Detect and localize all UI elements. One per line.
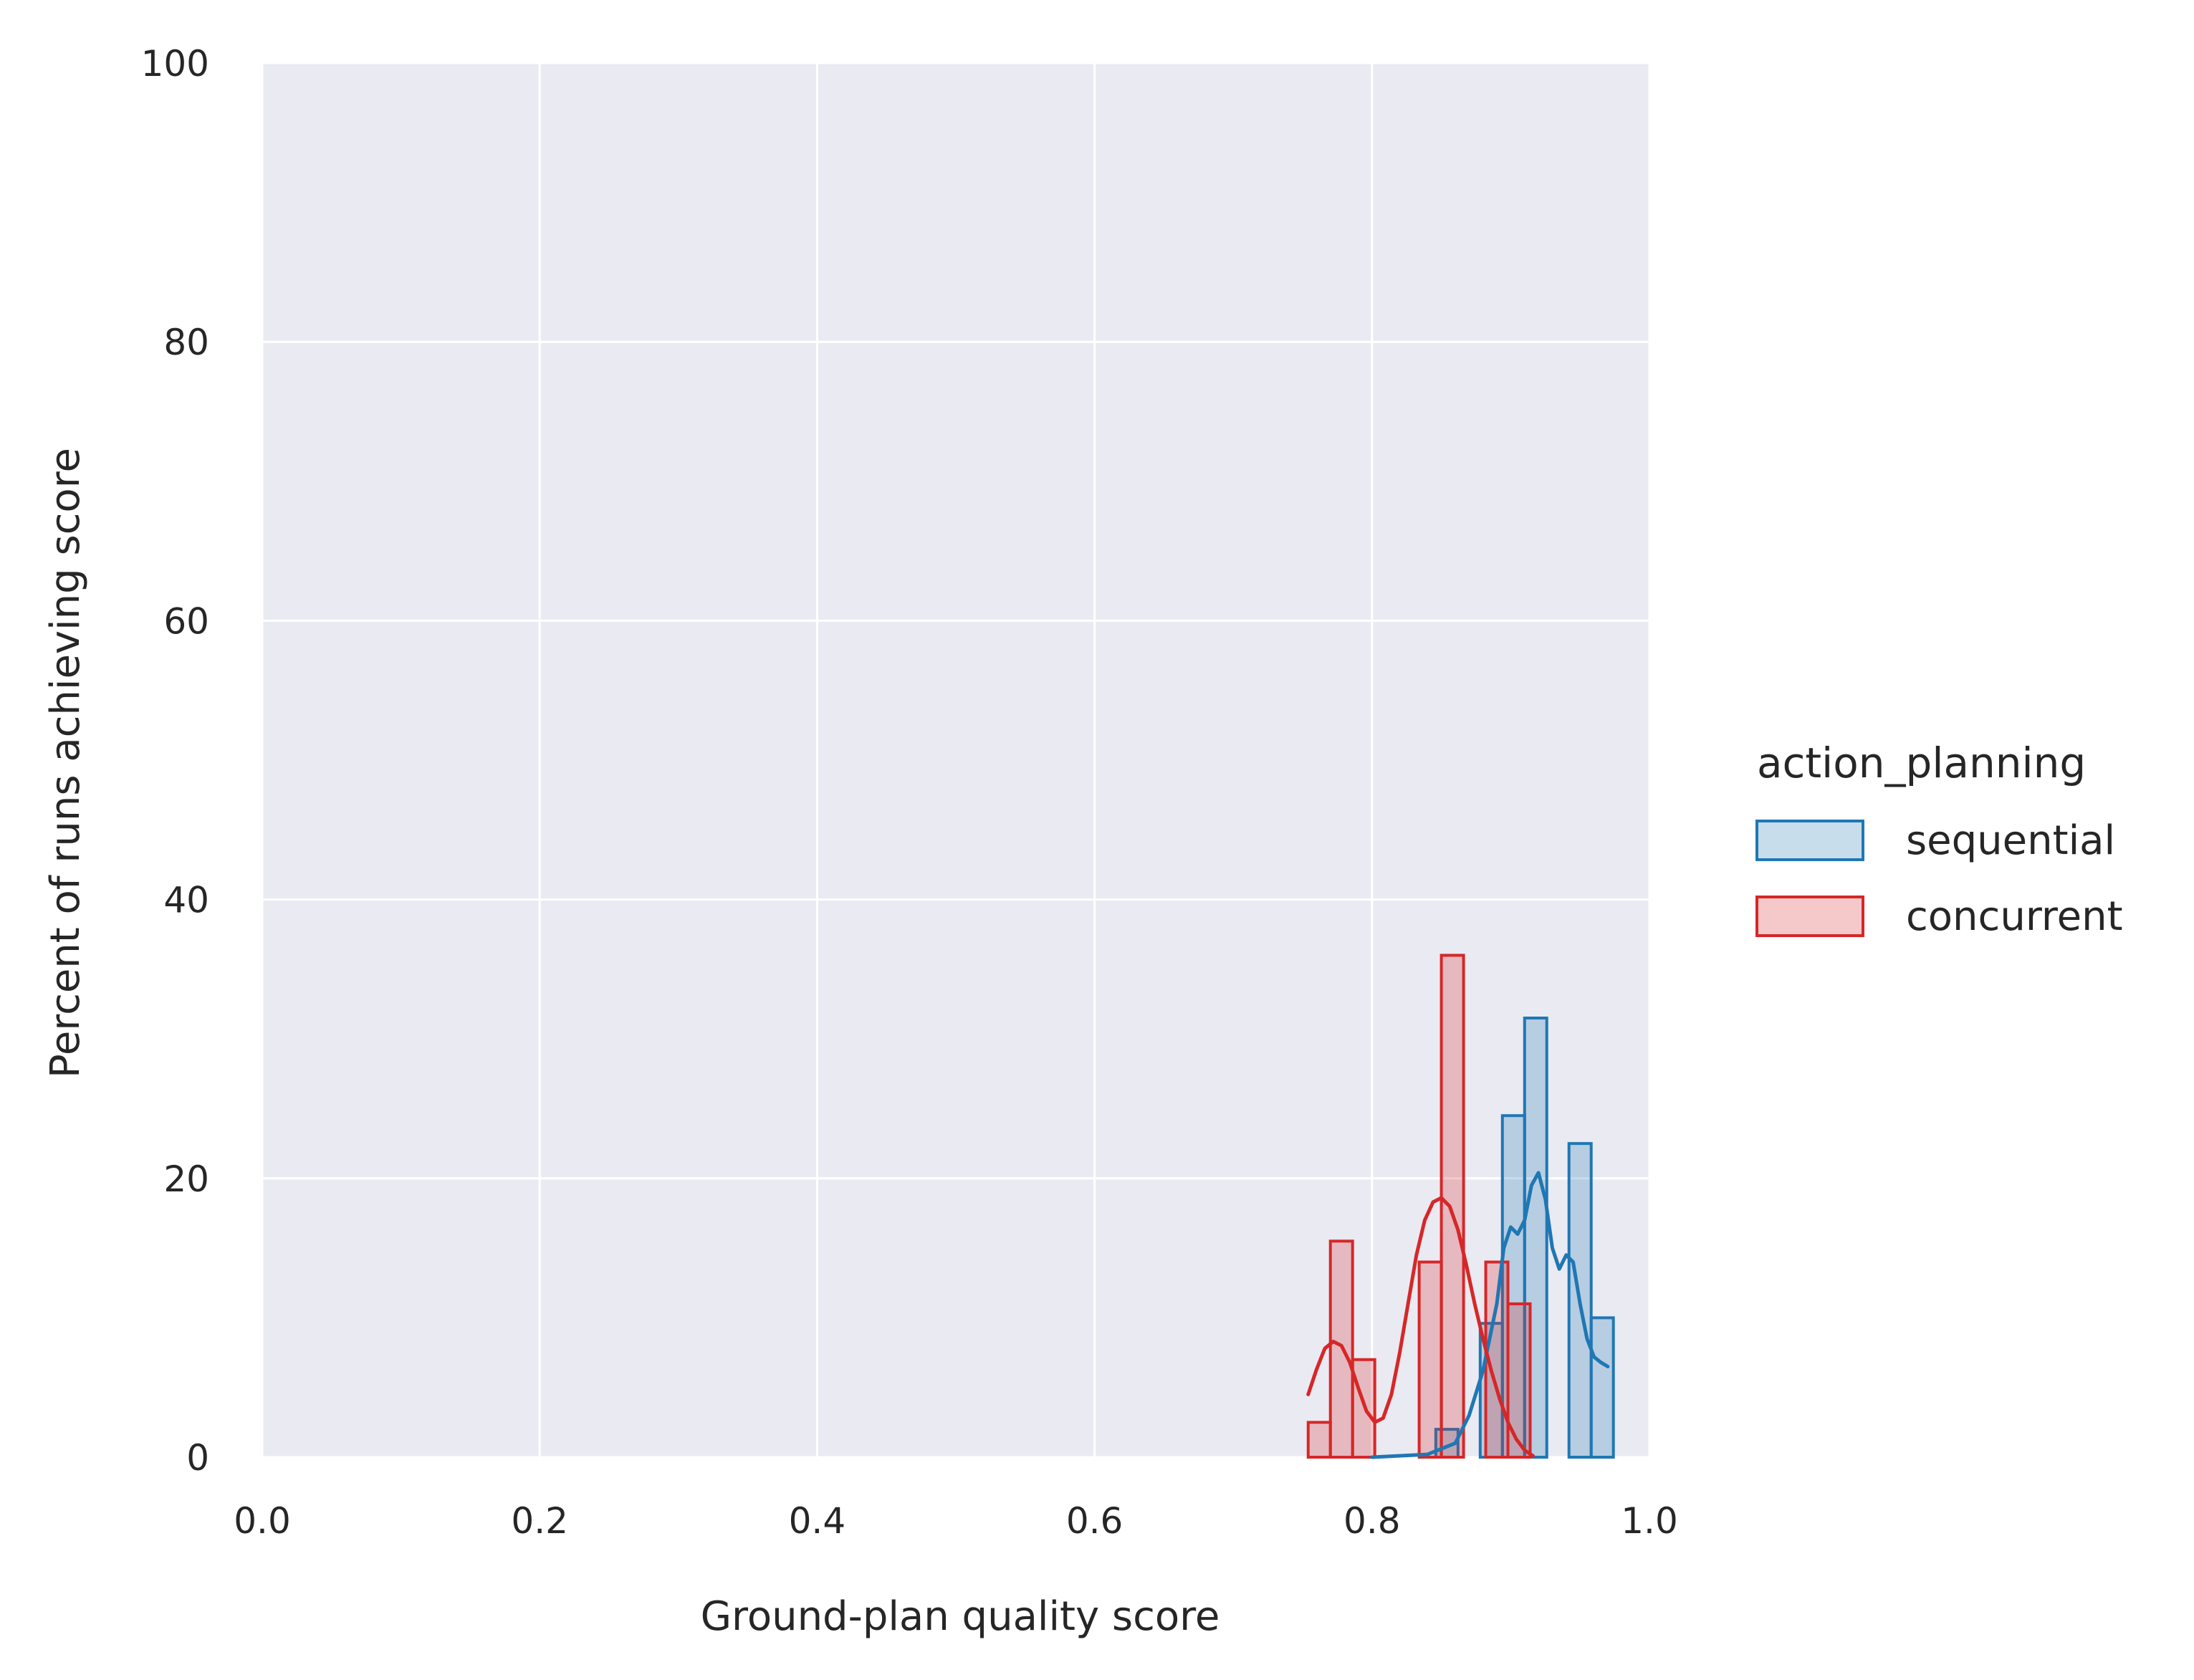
x-tick-label: 1.0 [1621, 1500, 1678, 1542]
x-tick-label: 0.6 [1066, 1500, 1124, 1542]
x-tick-label: 0.0 [234, 1500, 291, 1542]
axis-tick-labels: 0.0 0.2 0.4 0.6 0.8 1.0 0 20 40 60 80 100 [141, 43, 1678, 1542]
histogram-bar [1306, 1421, 1332, 1459]
legend: action_planning sequential concurrent [1755, 739, 2123, 940]
legend-title: action_planning [1757, 739, 2086, 787]
kde-curve-sequential [1370, 1171, 1610, 1459]
y-tick-label: 0 [186, 1437, 209, 1479]
kde-curves [1306, 1171, 1610, 1459]
histogram-bar [1589, 1316, 1615, 1459]
histogram-bar [1439, 954, 1465, 1459]
histogram-bar [1506, 1302, 1532, 1459]
legend-label-sequential: sequential [1906, 817, 2115, 864]
y-tick-label: 80 [163, 322, 209, 363]
legend-label-concurrent: concurrent [1906, 893, 2123, 940]
kde-curve-concurrent [1306, 1196, 1535, 1458]
histogram-bar [1417, 1260, 1443, 1459]
y-tick-label: 40 [163, 880, 209, 921]
y-tick-label: 60 [163, 600, 209, 642]
legend-swatch-sequential [1755, 820, 1864, 861]
x-axis-label: Ground-plan quality score [701, 1593, 1220, 1640]
histogram-bar [1500, 1114, 1526, 1459]
x-tick-label: 0.8 [1343, 1500, 1401, 1542]
y-axis-label: Percent of runs achieving score [42, 448, 89, 1078]
y-tick-label: 20 [163, 1158, 209, 1200]
histogram-bar [1523, 1017, 1548, 1459]
legend-swatch-concurrent [1755, 896, 1864, 937]
grid-lines [261, 62, 1651, 1459]
plot-area [262, 63, 1649, 1457]
y-tick-label: 100 [141, 43, 209, 85]
x-tick-label: 0.4 [789, 1500, 846, 1542]
x-tick-label: 0.2 [511, 1500, 568, 1542]
